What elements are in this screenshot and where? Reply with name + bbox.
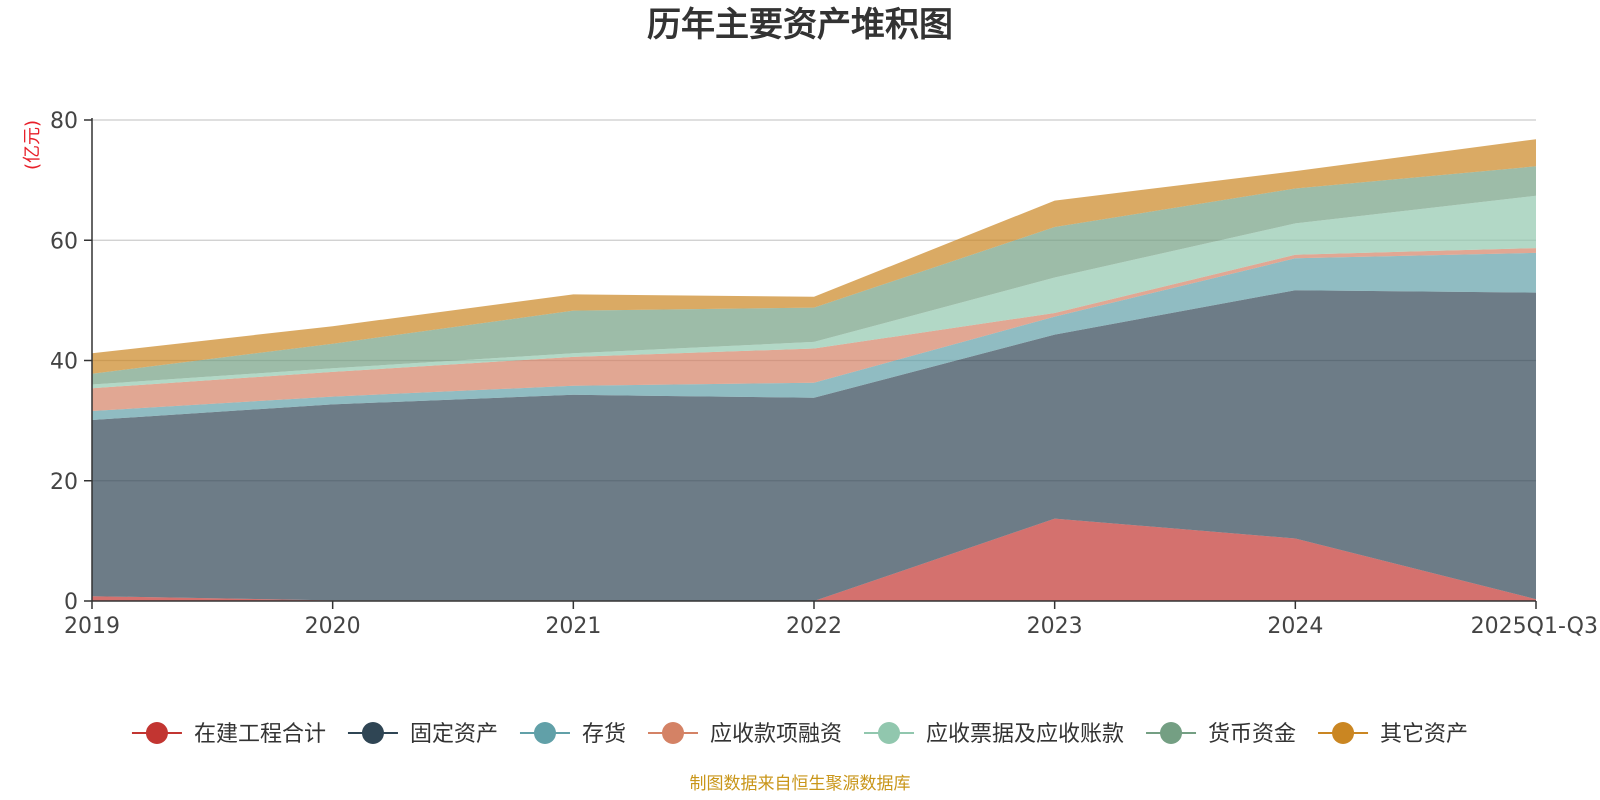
x-tick-label: 2023	[1027, 614, 1083, 639]
legend-label: 在建工程合计	[194, 722, 326, 747]
area-series-5	[92, 195, 1536, 389]
legend-item[interactable]: 应收款项融资	[647, 722, 842, 747]
legend-marker-icon	[533, 722, 556, 744]
y-axis-unit-label: (亿元)	[22, 120, 43, 170]
legend-item[interactable]: 货币资金	[1146, 722, 1296, 747]
legend-label: 存货	[582, 722, 626, 747]
legend-label: 应收款项融资	[710, 722, 842, 747]
y-tick-label: 80	[50, 109, 78, 134]
legend-label: 其它资产	[1380, 722, 1468, 747]
x-tick-label: 2025Q1-Q3	[1471, 614, 1598, 639]
legend-item[interactable]: 在建工程合计	[131, 722, 326, 747]
y-tick-label: 20	[50, 470, 78, 495]
legend-marker-icon	[1332, 722, 1355, 744]
x-tick-label: 2019	[64, 614, 120, 639]
legend-marker-icon	[878, 722, 901, 744]
legend-item[interactable]: 存货	[519, 722, 626, 747]
area-series-6	[92, 166, 1536, 385]
y-tick-label: 0	[64, 590, 78, 615]
axes: 0 20 40 60 80 2019 2020 2021 2022 2023 2024 2025Q1-…	[50, 109, 1598, 639]
legend-marker-icon	[661, 722, 684, 744]
legend-label: 应收票据及应收账款	[926, 722, 1124, 747]
area-series-4	[92, 248, 1536, 411]
y-tick-label: 60	[50, 229, 78, 254]
x-tick-label: 2021	[545, 614, 601, 639]
x-tick-label: 2020	[305, 614, 361, 639]
area-series-1	[92, 518, 1536, 601]
x-tick-label: 2024	[1267, 614, 1323, 639]
chart-title: 历年主要资产堆积图	[647, 5, 953, 45]
x-tick-label: 2022	[786, 614, 842, 639]
legend: 在建工程合计 固定资产 存货 应收款项融资 应收票据及应收账款 货币资金 其它资产	[131, 722, 1468, 747]
legend-label: 固定资产	[410, 722, 498, 747]
legend-marker-icon	[1160, 722, 1183, 744]
area-series-2	[92, 290, 1536, 601]
area-series-7	[92, 139, 1536, 374]
legend-item[interactable]: 应收票据及应收账款	[864, 722, 1124, 747]
legend-marker-icon	[145, 722, 168, 744]
y-tick-label: 40	[50, 350, 78, 375]
legend-marker-icon	[361, 722, 384, 744]
data-source-note: 制图数据来自恒生聚源数据库	[690, 774, 911, 794]
legend-item[interactable]: 固定资产	[347, 722, 498, 747]
legend-label: 货币资金	[1208, 722, 1296, 747]
area-series-3	[92, 252, 1536, 420]
area-series	[92, 139, 1536, 601]
legend-item[interactable]: 其它资产	[1318, 722, 1468, 747]
